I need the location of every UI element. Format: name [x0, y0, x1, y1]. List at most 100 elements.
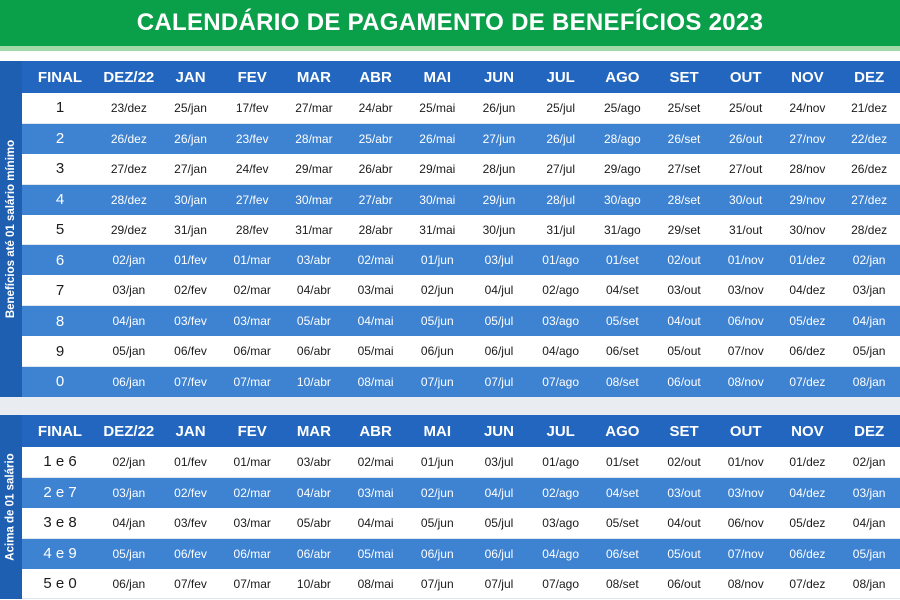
page-title: CALENDÁRIO DE PAGAMENTO DE BENEFÍCIOS 20…: [136, 9, 764, 36]
payment-date-cell: 29/jun: [468, 184, 530, 215]
payment-date-cell: 08/set: [591, 366, 654, 397]
payment-date-cell: 06/mar: [221, 538, 284, 569]
payment-date-cell: 23/fev: [221, 123, 284, 154]
final-digit-cell: 2 e 7: [22, 477, 98, 508]
final-digit-cell: 5: [22, 214, 98, 246]
payment-date-cell: 05/mai: [344, 538, 407, 569]
payment-date-cell: 27/out: [714, 153, 777, 185]
payment-date-cell: 06/jan: [98, 568, 160, 600]
payment-date-cell: 27/abr: [344, 184, 407, 215]
column-header-month: JAN: [159, 61, 222, 93]
payment-date-cell: 01/set: [591, 447, 654, 478]
section-divider: [0, 397, 900, 415]
payment-date-cell: 04/set: [591, 275, 654, 307]
payment-date-cell: 30/jan: [159, 184, 222, 215]
payment-date-cell: 01/nov: [714, 447, 777, 478]
column-header-month: JUL: [529, 415, 592, 447]
payment-date-cell: 07/jun: [406, 568, 469, 600]
payment-date-cell: 29/ago: [591, 153, 654, 185]
payment-date-cell: 03/out: [653, 477, 715, 508]
payment-date-cell: 07/dez: [776, 366, 839, 397]
payment-date-cell: 29/set: [653, 214, 715, 246]
payment-date-cell: 07/jul: [468, 366, 530, 397]
payment-date-cell: 08/mai: [344, 366, 407, 397]
payment-date-cell: 04/out: [653, 305, 715, 337]
payment-date-cell: 01/ago: [529, 244, 592, 276]
payment-date-cell: 03/jan: [838, 477, 900, 508]
payment-date-cell: 04/dez: [776, 477, 839, 508]
payment-date-cell: 08/jan: [838, 568, 900, 600]
payment-date-cell: 01/ago: [529, 447, 592, 478]
payment-date-cell: 06/dez: [776, 336, 839, 368]
payment-date-cell: 06/jun: [406, 538, 469, 569]
payment-date-cell: 05/jun: [406, 507, 469, 539]
table-row: 3 27/dez 27/jan 24/fev 29/mar 26/abr 29/mai 28/…: [22, 153, 900, 185]
payment-date-cell: 27/jun: [468, 123, 530, 154]
payment-date-cell: 03/jan: [838, 275, 900, 307]
payment-calendar-table-section2: FINAL DEZ/22 JAN FEV MAR ABR MAI JUN JUL AGO SET OU…: [22, 415, 900, 600]
payment-date-cell: 27/jan: [159, 153, 222, 185]
payment-date-cell: 30/jun: [468, 214, 530, 246]
payment-date-cell: 01/mar: [221, 447, 284, 478]
payment-date-cell: 25/out: [714, 93, 777, 124]
header-row: FINAL DEZ/22 JAN FEV MAR ABR MAI JUN JUL AGO SET OU…: [22, 415, 900, 447]
payment-date-cell: 02/mar: [221, 275, 284, 307]
column-header-month: ABR: [344, 415, 407, 447]
payment-date-cell: 26/dez: [98, 123, 160, 154]
table-row: 5 e 0 06/jan 07/fev 07/mar 10/abr 08/mai 07/ju…: [22, 568, 900, 600]
payment-date-cell: 28/nov: [776, 153, 839, 185]
payment-date-cell: 03/jan: [98, 477, 160, 508]
payment-date-cell: 06/set: [591, 336, 654, 368]
payment-date-cell: 03/mai: [344, 477, 407, 508]
payment-date-cell: 06/nov: [714, 507, 777, 539]
payment-date-cell: 27/dez: [838, 184, 900, 215]
column-header-month: MAR: [283, 415, 345, 447]
final-digit-cell: 0: [22, 366, 98, 397]
payment-date-cell: 05/set: [591, 305, 654, 337]
title-underline: [0, 46, 900, 51]
payment-date-cell: 01/jun: [406, 447, 469, 478]
payment-date-cell: 27/dez: [98, 153, 160, 185]
payment-date-cell: 06/jul: [468, 538, 530, 569]
final-digit-cell: 2: [22, 123, 98, 154]
payment-date-cell: 29/mar: [283, 153, 345, 185]
payment-date-cell: 01/mar: [221, 244, 284, 276]
column-header-month: OUT: [714, 61, 777, 93]
payment-date-cell: 03/nov: [714, 275, 777, 307]
column-header-month: JUL: [529, 61, 592, 93]
payment-date-cell: 27/jul: [529, 153, 592, 185]
payment-date-cell: 07/jun: [406, 366, 469, 397]
payment-date-cell: 04/jan: [98, 507, 160, 539]
payment-date-cell: 05/mai: [344, 336, 407, 368]
payment-date-cell: 06/out: [653, 568, 715, 600]
payment-date-cell: 27/set: [653, 153, 715, 185]
payment-date-cell: 02/out: [653, 244, 715, 276]
payment-date-cell: 07/dez: [776, 568, 839, 600]
payment-date-cell: 02/jan: [838, 244, 900, 276]
payment-date-cell: 27/fev: [221, 184, 284, 215]
payment-date-cell: 24/nov: [776, 93, 839, 124]
payment-date-cell: 02/out: [653, 447, 715, 478]
section-above-minimum-wage: Acima de 01 salário FINAL DEZ/22 JAN FEV MAR…: [0, 415, 900, 600]
payment-date-cell: 03/abr: [283, 244, 345, 276]
payment-date-cell: 25/ago: [591, 93, 654, 124]
payment-date-cell: 03/jul: [468, 244, 530, 276]
payment-date-cell: 29/mai: [406, 153, 469, 185]
payment-date-cell: 05/jan: [838, 538, 900, 569]
payment-date-cell: 03/abr: [283, 447, 345, 478]
payment-date-cell: 08/set: [591, 568, 654, 600]
payment-date-cell: 31/jan: [159, 214, 222, 246]
payment-date-cell: 29/nov: [776, 184, 839, 215]
payment-date-cell: 05/jan: [98, 336, 160, 368]
payment-calendar-table-section1: FINAL DEZ/22 JAN FEV MAR ABR MAI JUN JUL AGO SET OU…: [22, 61, 900, 397]
payment-date-cell: 01/dez: [776, 244, 839, 276]
table-row: 1 e 6 02/jan 01/fev 01/mar 03/abr 02/mai 01/ju…: [22, 447, 900, 478]
table-row: 3 e 8 04/jan 03/fev 03/mar 05/abr 04/mai 05/ju…: [22, 507, 900, 539]
final-digit-cell: 1: [22, 93, 98, 124]
column-header-month: MAI: [406, 61, 469, 93]
payment-date-cell: 03/ago: [529, 305, 592, 337]
payment-date-cell: 07/fev: [159, 366, 222, 397]
final-digit-cell: 9: [22, 336, 98, 368]
payment-date-cell: 03/mar: [221, 507, 284, 539]
payment-date-cell: 30/mai: [406, 184, 469, 215]
